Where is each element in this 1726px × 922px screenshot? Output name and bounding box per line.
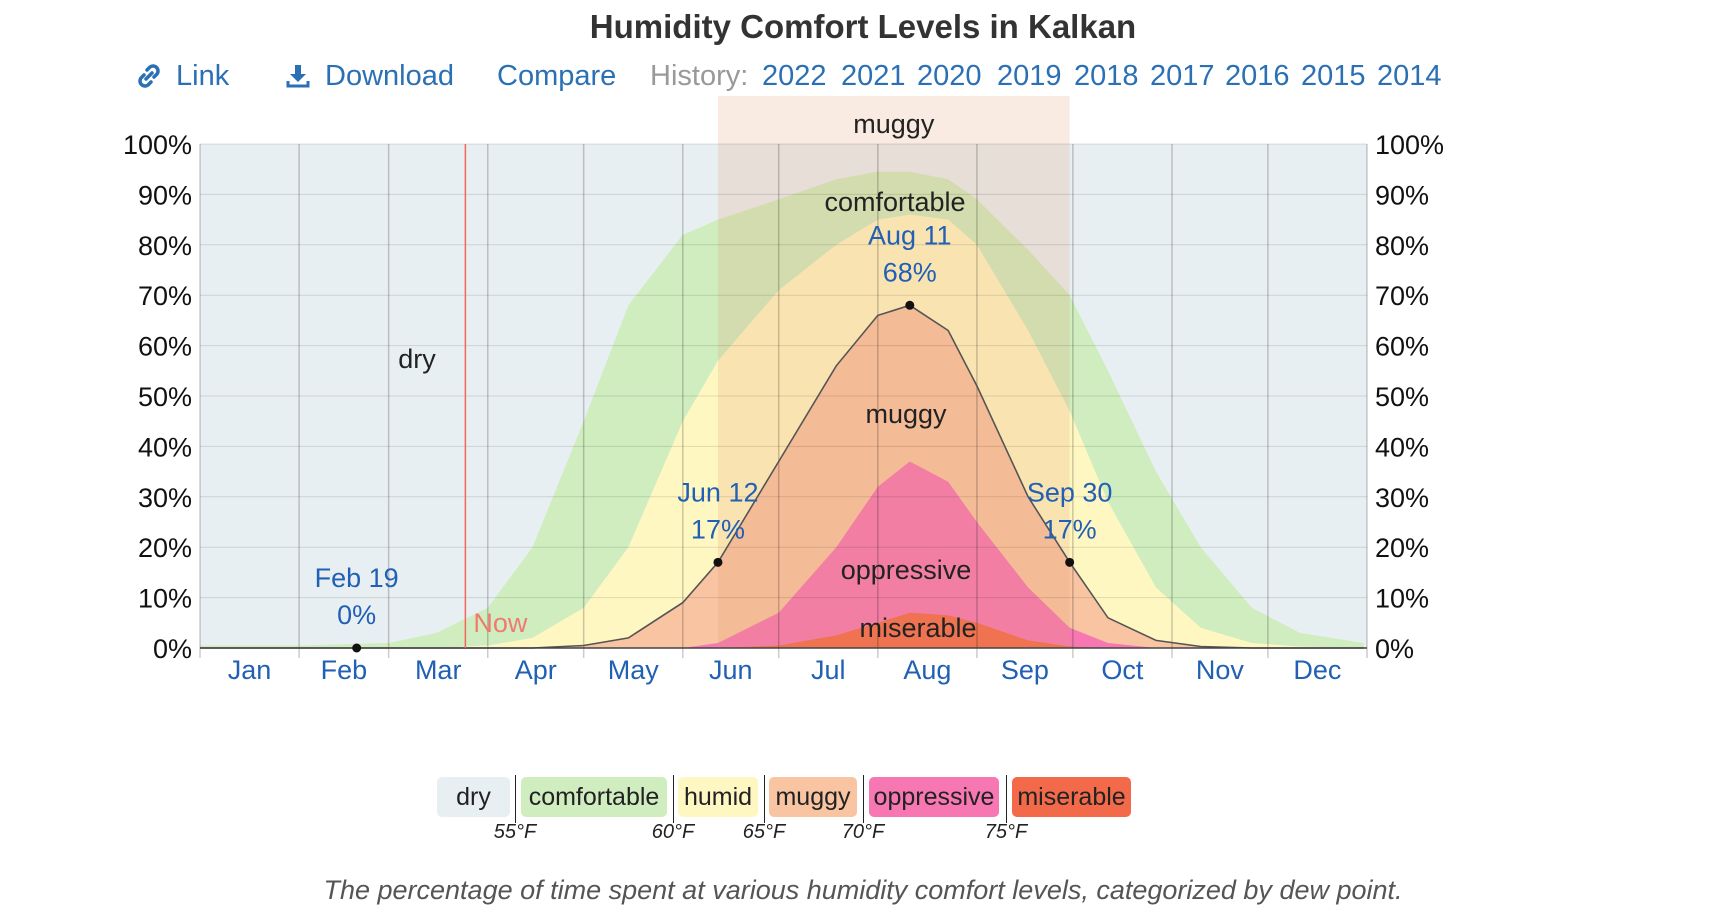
humidity-chart: muggy Now 0% 0% 10% 10% 20% 20% 30% 30% 40% 40% 50% 5…: [123, 96, 1444, 685]
chart-title: Humidity Comfort Levels in Kalkan: [589, 8, 1137, 45]
history-label: History:: [650, 60, 749, 92]
link-button[interactable]: Link: [136, 60, 229, 93]
x-tick-label: Oct: [1101, 655, 1144, 685]
area-oppressive: [200, 461, 1364, 648]
x-tick-label: Mar: [415, 655, 462, 685]
y-tick-label-right: 50%: [1375, 382, 1429, 412]
x-tick-label: Feb: [321, 655, 368, 685]
y-tick-label-left: 80%: [138, 231, 192, 261]
legend-threshold: 65°F: [742, 821, 786, 843]
legend-divider: [764, 775, 765, 823]
annotation-point: [352, 643, 362, 653]
y-tick-label-right: 60%: [1375, 332, 1429, 362]
history-year-2020[interactable]: 2020: [917, 60, 982, 92]
history-year-2016[interactable]: 2016: [1225, 60, 1290, 92]
download-label: Download: [325, 60, 454, 92]
legend-threshold: 55°F: [493, 821, 537, 843]
legend-humid: humid: [678, 777, 758, 817]
x-tick-label: Aug: [903, 655, 951, 685]
x-tick-label: Jul: [811, 655, 846, 685]
compare-button[interactable]: Compare: [497, 60, 617, 92]
y-tick-label-right: 20%: [1375, 533, 1429, 563]
y-tick-label-left: 10%: [138, 584, 192, 614]
y-tick-label-left: 50%: [138, 382, 192, 412]
toolbar: Link Download Compare History: 2022 2021…: [0, 60, 1726, 100]
history-year-2015[interactable]: 2015: [1301, 60, 1366, 92]
history-year-2019[interactable]: 2019: [997, 60, 1062, 92]
x-tick-label: Dec: [1293, 655, 1341, 685]
band-label-oppressive: oppressive: [841, 555, 972, 585]
legend-miserable: miserable: [1012, 777, 1131, 817]
legend-threshold: 75°F: [984, 821, 1028, 843]
x-tick-label: Jun: [709, 655, 753, 685]
history-year-2014[interactable]: 2014: [1377, 60, 1442, 92]
legend-divider: [515, 775, 516, 823]
area-muggy: [200, 305, 1364, 648]
x-tick-label: Jan: [228, 655, 272, 685]
band-label-dry: dry: [398, 344, 436, 374]
summer-band: [717, 96, 1070, 648]
chart-caption: The percentage of time spent at various …: [323, 875, 1403, 905]
band-label-muggy: muggy: [865, 399, 947, 429]
y-tick-label-right: 40%: [1375, 432, 1429, 462]
history-year-2022[interactable]: 2022: [762, 60, 827, 92]
now-label: Now: [473, 608, 528, 638]
y-tick-label-right: 90%: [1375, 180, 1429, 210]
y-tick-label-left: 40%: [138, 432, 192, 462]
y-tick-label-right: 30%: [1375, 483, 1429, 513]
band-label-comfortable: comfortable: [824, 187, 965, 217]
area-humid: [200, 214, 1364, 648]
y-tick-label-right: 70%: [1375, 281, 1429, 311]
y-tick-label-left: 30%: [138, 483, 192, 513]
history-year-2018[interactable]: 2018: [1074, 60, 1139, 92]
legend-oppressive: oppressive: [869, 777, 999, 817]
legend: dry comfortable humid muggy oppressive m…: [0, 775, 1726, 867]
history-year-2017[interactable]: 2017: [1150, 60, 1215, 92]
annotation-date: Aug 11: [868, 220, 952, 250]
link-icon: [138, 64, 160, 88]
y-tick-label-left: 20%: [138, 533, 192, 563]
legend-dry: dry: [437, 777, 510, 817]
y-tick-label-left: 0%: [153, 634, 192, 664]
legend-muggy: muggy: [769, 777, 857, 817]
annotation-value: 17%: [1043, 514, 1097, 544]
y-tick-label-left: 90%: [138, 180, 192, 210]
y-tick-label-right: 0%: [1375, 634, 1414, 664]
y-tick-label-left: 60%: [138, 332, 192, 362]
y-tick-label-right: 100%: [1375, 130, 1444, 160]
annotation-date: Sep 30: [1027, 477, 1113, 507]
y-tick-label-left: 70%: [138, 281, 192, 311]
legend-threshold: 70°F: [841, 821, 885, 843]
annotation-point: [1065, 557, 1075, 567]
summer-band-label: muggy: [853, 109, 935, 139]
x-tick-label: Sep: [1001, 655, 1049, 685]
download-icon: [286, 65, 310, 88]
y-tick-label-right: 10%: [1375, 584, 1429, 614]
annotation-point: [905, 300, 915, 310]
download-button[interactable]: Download: [285, 60, 454, 93]
band-label-miserable: miserable: [859, 613, 976, 643]
legend-divider: [673, 775, 674, 823]
annotation-value: 17%: [691, 514, 745, 544]
annotation-value: 68%: [883, 257, 937, 287]
x-tick-label: May: [608, 655, 660, 685]
annotation-date: Jun 12: [677, 477, 758, 507]
legend-divider: [863, 775, 864, 823]
y-tick-label-left: 100%: [123, 130, 192, 160]
x-tick-label: Apr: [515, 655, 557, 685]
link-label: Link: [176, 60, 230, 92]
y-tick-label-right: 80%: [1375, 231, 1429, 261]
history-year-2021[interactable]: 2021: [841, 60, 906, 92]
legend-divider: [1006, 775, 1007, 823]
legend-comfortable: comfortable: [521, 777, 667, 817]
annotation-point: [713, 557, 723, 567]
annotation-date: Feb 19: [315, 563, 399, 593]
legend-threshold: 60°F: [651, 821, 695, 843]
annotation-value: 0%: [337, 600, 376, 630]
x-tick-label: Nov: [1196, 655, 1245, 685]
